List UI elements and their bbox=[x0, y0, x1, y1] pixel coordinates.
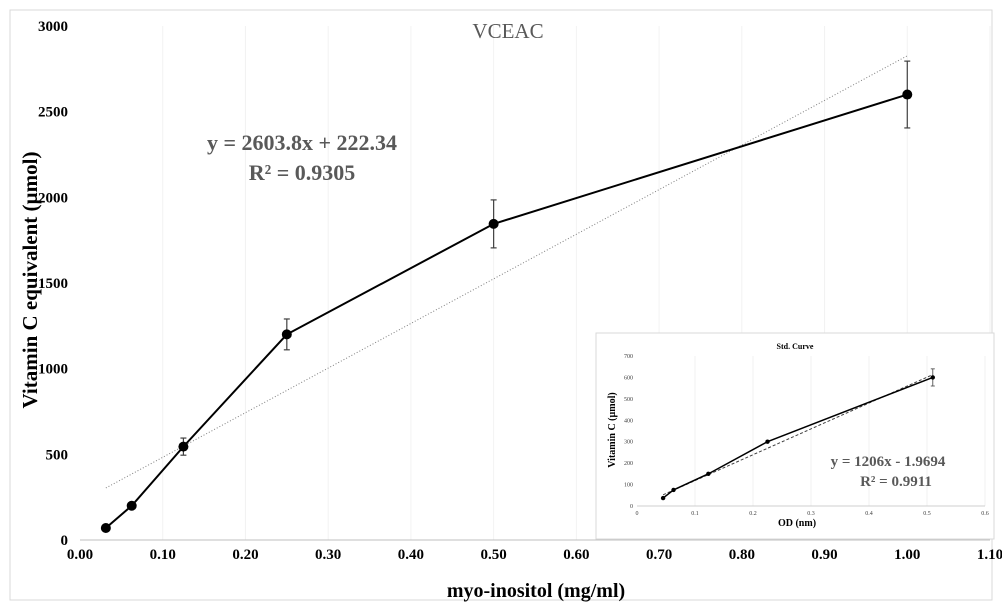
main-y-tick-label: 1500 bbox=[38, 276, 68, 292]
in-x-tick-label: 0.6 bbox=[981, 511, 989, 517]
main-x-tick-label: 1.00 bbox=[894, 547, 920, 563]
main-y-tick-label: 3000 bbox=[38, 19, 68, 35]
main-x-tick-label: 0.20 bbox=[232, 547, 258, 563]
main-x-axis-title: myo-inositol (mg/ml) bbox=[447, 580, 625, 602]
main-x-tick-label: 0.50 bbox=[481, 547, 507, 563]
main-series-line bbox=[105, 93, 908, 529]
in-x-tick-label: 0.3 bbox=[807, 511, 815, 517]
main-chart-title: VCEAC bbox=[472, 19, 543, 43]
in-x-tick-label: 0.5 bbox=[923, 511, 931, 517]
inset-x-tick-labels: 0 0.1 0.2 0.3 0.4 0.5 0.6 bbox=[636, 511, 989, 517]
inset-y-tick-labels: 0 100 200 300 400 500 600 700 bbox=[624, 354, 633, 510]
main-y-tick-label: 0 bbox=[61, 533, 69, 549]
main-x-tick-label: 0.30 bbox=[315, 547, 341, 563]
inset-chart: 0 0.1 0.2 0.3 0.4 0.5 0.6 0 100 200 300 400 500 600 7… bbox=[595, 332, 995, 540]
in-data-point bbox=[706, 471, 711, 477]
in-data-point bbox=[765, 439, 770, 444]
inset-border bbox=[595, 332, 995, 540]
in-y-tick-label: 400 bbox=[624, 418, 633, 424]
main-x-tick-label: 0.60 bbox=[563, 547, 589, 563]
main-data-point bbox=[178, 441, 189, 452]
main-data-point bbox=[100, 523, 111, 534]
inset-data-points bbox=[660, 375, 935, 501]
inset-chart-title: Std. Curve bbox=[777, 342, 814, 351]
inset-gridlines bbox=[694, 356, 986, 506]
inset-r-squared: R² = 0.9911 bbox=[860, 474, 932, 490]
in-y-tick-label: 0 bbox=[630, 504, 633, 510]
in-x-tick-label: 0.4 bbox=[865, 511, 873, 517]
in-y-tick-label: 100 bbox=[624, 483, 633, 489]
in-y-tick-label: 200 bbox=[624, 461, 633, 467]
main-data-point bbox=[902, 89, 913, 100]
main-equation: y = 2603.8x + 222.34 bbox=[207, 130, 397, 155]
main-x-tick-label: 0.00 bbox=[67, 547, 93, 563]
main-x-tick-label: 1.10 bbox=[977, 547, 1002, 563]
main-x-tick-label: 0.90 bbox=[811, 547, 837, 563]
main-data-points bbox=[100, 89, 913, 534]
in-y-tick-label: 300 bbox=[624, 440, 633, 446]
main-y-axis-title: Vitamin C equivalent (µmol) bbox=[18, 152, 42, 409]
in-data-point bbox=[660, 495, 666, 501]
main-y-tick-labels: 0 500 1000 1500 2000 2500 3000 bbox=[38, 19, 68, 549]
main-r-squared: R² = 0.9305 bbox=[249, 160, 356, 185]
in-data-point bbox=[930, 375, 935, 380]
inset-equation: y = 1206x - 1.9694 bbox=[831, 454, 946, 470]
main-x-tick-label: 0.70 bbox=[646, 547, 672, 563]
inset-y-axis-title: Vitamin C (µmol) bbox=[607, 392, 618, 467]
main-x-tick-label: 0.40 bbox=[398, 547, 424, 563]
main-y-tick-label: 2500 bbox=[38, 105, 68, 121]
main-x-tick-label: 0.10 bbox=[150, 547, 176, 563]
main-data-point bbox=[281, 329, 292, 340]
in-y-tick-label: 600 bbox=[624, 375, 633, 381]
main-y-tick-label: 500 bbox=[46, 447, 69, 463]
in-x-tick-label: 0.2 bbox=[749, 511, 757, 517]
main-data-point bbox=[488, 218, 499, 229]
in-x-tick-label: 0.1 bbox=[691, 511, 699, 517]
main-x-tick-labels: 0.00 0.10 0.20 0.30 0.40 0.50 0.60 0.70 0.80 0.90… bbox=[67, 547, 1002, 563]
main-data-point bbox=[126, 500, 137, 511]
main-y-tick-label: 1000 bbox=[38, 362, 68, 378]
in-data-point bbox=[671, 487, 676, 493]
inset-x-axis-title: OD (nm) bbox=[778, 518, 816, 529]
in-y-tick-label: 700 bbox=[624, 354, 633, 360]
main-y-tick-label: 2000 bbox=[38, 190, 68, 206]
in-y-tick-label: 500 bbox=[624, 397, 633, 403]
main-x-tick-label: 0.80 bbox=[729, 547, 755, 563]
in-x-tick-label: 0 bbox=[636, 511, 639, 517]
